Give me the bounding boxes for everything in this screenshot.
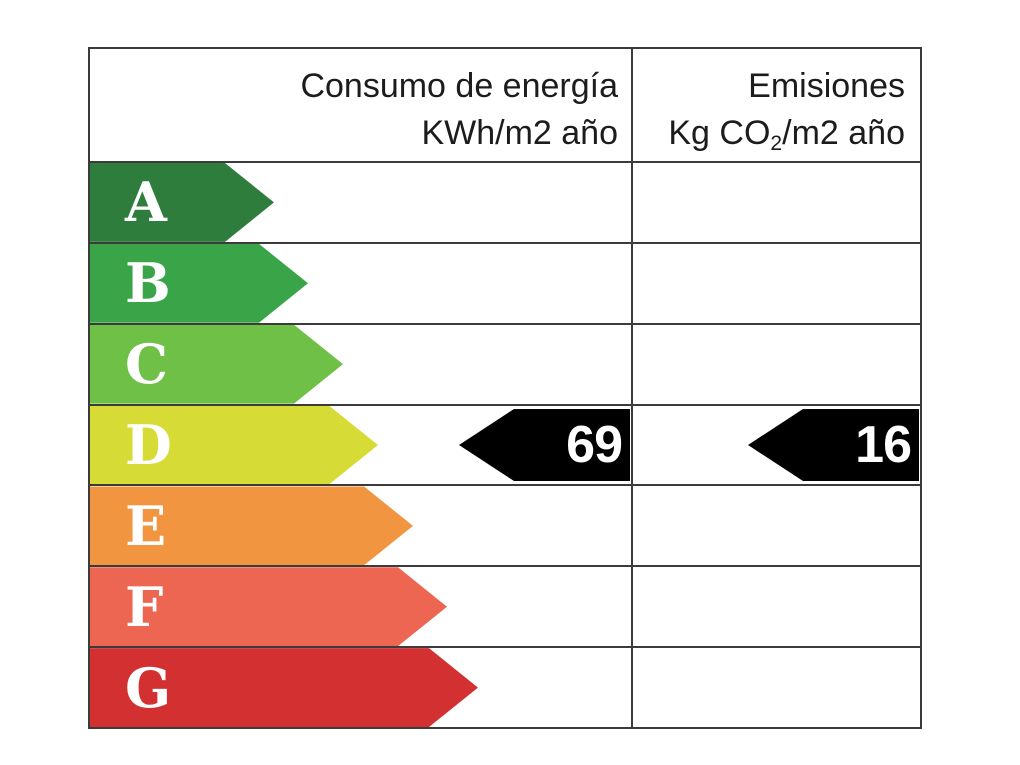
- rating-letter-e: E: [125, 493, 167, 558]
- rating-letter-g: G: [125, 655, 172, 720]
- consumption-value-arrow: 69: [459, 409, 630, 481]
- header-emissions-line1: Emisiones: [748, 67, 905, 105]
- rating-letter-a: A: [125, 170, 167, 235]
- rating-arrow-f: F: [90, 567, 447, 646]
- consumption-cell-c: C: [90, 324, 633, 404]
- energy-label-table: Consumo de energía KWh/m2 año Emisiones …: [88, 47, 922, 729]
- emissions-cell-g: [633, 648, 920, 727]
- consumption-cell-f: F: [90, 567, 633, 647]
- emissions-cell-e: [633, 486, 920, 565]
- consumption-cell-b: B: [90, 243, 633, 323]
- header-emissions: Emisiones Kg CO2/m2 año: [633, 49, 920, 161]
- rating-letter-f: F: [125, 574, 164, 639]
- rating-arrow-a: A: [90, 163, 274, 242]
- emissions-cell-b: [633, 244, 920, 323]
- consumption-cell-a: A: [90, 163, 633, 242]
- rating-arrow-c: C: [90, 325, 343, 404]
- rating-letter-b: B: [125, 251, 171, 316]
- emissions-cell-f: [633, 567, 920, 646]
- emissions-value-arrow: 16: [748, 409, 919, 481]
- rating-letter-d: D: [125, 413, 172, 477]
- rating-arrow-g: G: [90, 648, 478, 727]
- co2-subscript: 2: [770, 131, 783, 155]
- emissions-cell-d: 16: [633, 406, 920, 485]
- rating-row-f: F: [90, 565, 920, 647]
- consumption-value: 69: [566, 416, 623, 474]
- consumption-cell-g: G: [90, 648, 633, 728]
- rating-row-c: C: [90, 322, 920, 404]
- rating-row-d: D 69 16: [90, 403, 920, 485]
- consumption-cell-d: D 69: [90, 405, 633, 485]
- emissions-cell-a: [633, 163, 920, 242]
- header-emissions-line2: Kg CO2/m2 año: [668, 114, 905, 155]
- header-row: Consumo de energía KWh/m2 año Emisiones …: [90, 49, 920, 161]
- consumption-cell-e: E: [90, 486, 633, 566]
- header-consumption-line2: KWh/m2 año: [421, 114, 618, 152]
- header-consumption: Consumo de energía KWh/m2 año: [90, 49, 633, 161]
- rating-arrow-d: D: [90, 406, 378, 485]
- rating-letter-c: C: [125, 332, 168, 397]
- header-consumption-line1: Consumo de energía: [300, 67, 618, 105]
- rating-arrow-e: E: [90, 486, 413, 565]
- emissions-value: 16: [855, 416, 912, 474]
- rating-row-b: B: [90, 241, 920, 323]
- rating-row-e: E: [90, 484, 920, 566]
- rating-row-g: G: [90, 646, 920, 728]
- emissions-cell-c: [633, 325, 920, 404]
- rating-row-a: A: [90, 161, 920, 242]
- rating-arrow-b: B: [90, 244, 308, 323]
